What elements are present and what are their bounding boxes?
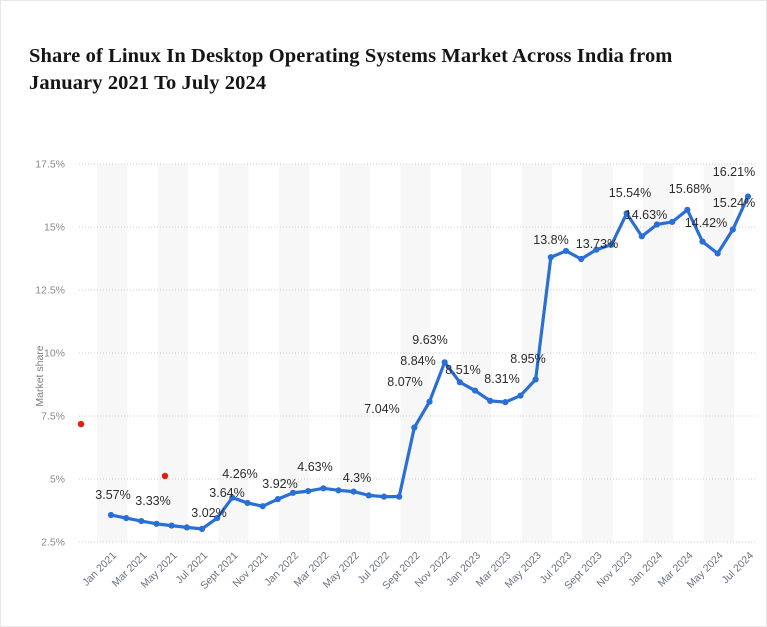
series-data-point bbox=[244, 499, 251, 507]
y-axis-title-label: Market share bbox=[34, 345, 46, 406]
red-highlight-dot bbox=[77, 420, 85, 428]
y-axis-tick-label: 7.5% bbox=[41, 411, 65, 423]
series-data-point bbox=[411, 424, 418, 431]
series-data-point bbox=[153, 520, 160, 527]
series-data-point bbox=[714, 250, 721, 257]
series-data-point bbox=[669, 218, 676, 226]
red-highlight-dots bbox=[77, 420, 169, 480]
series-data-point bbox=[107, 511, 115, 519]
data-point-label: 16.21% bbox=[713, 165, 755, 179]
background-band bbox=[339, 164, 370, 542]
series-data-point bbox=[532, 376, 539, 383]
data-point-label: 15.68% bbox=[669, 182, 711, 196]
series-data-point bbox=[350, 488, 357, 495]
series-data-point bbox=[471, 387, 479, 394]
data-point-label: 8.51% bbox=[445, 363, 480, 377]
series-data-point bbox=[259, 503, 266, 510]
series-data-point bbox=[305, 487, 312, 495]
series-data-point bbox=[593, 246, 600, 253]
series-data-point bbox=[214, 514, 221, 522]
y-axis-tick-label: 5% bbox=[50, 474, 65, 486]
series-data-point bbox=[578, 255, 585, 263]
data-point-label: 7.04% bbox=[364, 402, 399, 416]
data-point-label: 4.63% bbox=[297, 460, 332, 474]
series-data-point bbox=[684, 206, 691, 213]
data-point-labels: 3.57% 3.33% 3.02% 3.64% 4.26% 3.92%4.63% 4.3% 7… bbox=[95, 165, 755, 520]
y-axis-tick-label: 17.5% bbox=[35, 159, 65, 171]
series-data-point bbox=[502, 399, 509, 406]
series-data-point bbox=[289, 489, 297, 496]
data-point-label: 3.92% bbox=[262, 477, 297, 491]
series-data-point bbox=[426, 398, 433, 405]
y-axis-tick-label: 10% bbox=[44, 348, 65, 360]
series-data-point bbox=[168, 522, 175, 529]
series-data-point bbox=[183, 524, 190, 531]
series-data-point bbox=[608, 241, 615, 248]
background-band bbox=[461, 164, 492, 542]
red-highlight-dot bbox=[161, 472, 169, 480]
data-point-label: 14.63% bbox=[625, 208, 667, 222]
y-axis-tick-label: 15% bbox=[44, 222, 65, 234]
series-data-point bbox=[198, 525, 206, 532]
page-title: Share of Linux In Desktop Operating Syst… bbox=[29, 45, 673, 95]
series-data-point bbox=[365, 492, 372, 499]
data-point-label: 8.31% bbox=[484, 372, 519, 386]
data-point-label: 3.02% bbox=[191, 506, 226, 520]
series-data-point bbox=[487, 397, 494, 404]
series-data-point bbox=[623, 210, 630, 217]
data-point-label: 8.84% bbox=[400, 354, 435, 368]
y-axis-tick-label: 12.5% bbox=[35, 285, 65, 297]
series-data-point bbox=[123, 514, 130, 522]
data-point-label: 15.24% bbox=[713, 196, 755, 210]
series-data-point bbox=[396, 493, 403, 500]
series-data-point bbox=[138, 517, 145, 525]
data-point-label: 13.73% bbox=[576, 237, 618, 251]
data-point-label: 8.95% bbox=[510, 352, 545, 366]
data-point-label: 14.42% bbox=[685, 216, 727, 230]
data-point-label: 3.57% bbox=[95, 488, 130, 502]
y-axis-title: Market share bbox=[34, 345, 46, 406]
series-data-point bbox=[456, 379, 463, 386]
series-data-point bbox=[699, 238, 706, 245]
series-data-point bbox=[562, 247, 570, 255]
data-point-label: 3.64% bbox=[209, 486, 244, 500]
data-point-label: 9.63% bbox=[412, 333, 447, 347]
y-axis-tick-label: 2.5% bbox=[41, 537, 65, 549]
series-data-point bbox=[274, 496, 281, 503]
gridlines bbox=[79, 163, 756, 543]
series-data-point bbox=[441, 359, 448, 366]
series-data-point bbox=[335, 487, 342, 494]
data-point-label: 3.33% bbox=[135, 494, 170, 508]
series-data-point bbox=[320, 485, 327, 492]
data-point-label: 4.26% bbox=[222, 467, 257, 481]
y-axis-tick-labels: 17.5% 15% 12.5% 10% 7.5% 5% 2.5% bbox=[35, 159, 65, 549]
series-data-point bbox=[547, 254, 554, 261]
data-point-label: 15.54% bbox=[609, 186, 651, 200]
series-data-point bbox=[229, 494, 236, 501]
series-data-point bbox=[638, 233, 645, 240]
series-markers bbox=[107, 193, 752, 532]
series-data-point bbox=[380, 493, 388, 500]
series-data-point bbox=[744, 193, 752, 200]
data-point-label: 8.07% bbox=[387, 375, 422, 389]
data-point-label: 13.8% bbox=[533, 233, 568, 247]
series-data-point bbox=[517, 392, 524, 399]
series-data-point bbox=[653, 221, 661, 228]
x-axis-tick-label: Jul 2024 bbox=[720, 550, 757, 587]
data-point-label: 4.3% bbox=[343, 471, 372, 485]
series-data-point bbox=[729, 226, 736, 233]
